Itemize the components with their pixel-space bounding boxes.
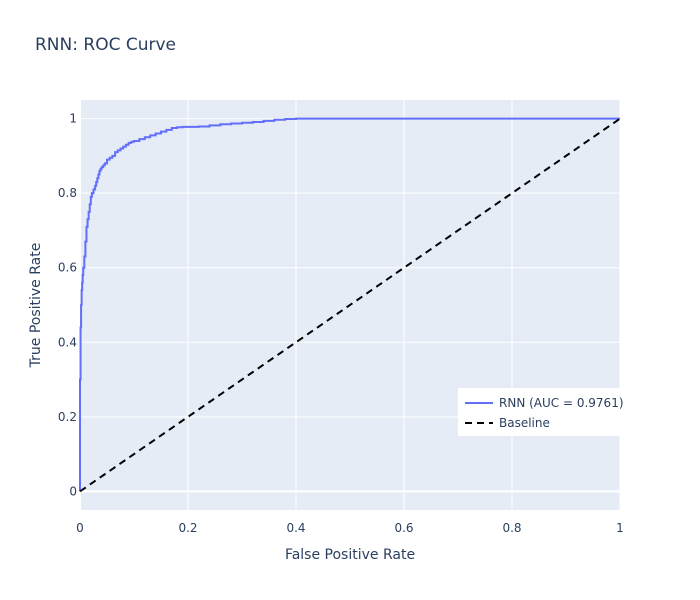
x-tick-label: 0	[76, 521, 84, 535]
y-tick-label: 0	[69, 484, 77, 498]
x-tick-label: 0.4	[286, 521, 305, 535]
y-tick-label: 0.2	[58, 410, 77, 424]
series-lines	[79, 117, 621, 493]
y-tick-label: 0.6	[58, 261, 77, 275]
grid-lines	[79, 100, 621, 510]
x-tick-label: 1	[616, 521, 624, 535]
tick-labels: 0 0.2 0.4 0.6 0.8 1 0 0.2 0.4 0.6 0.8 1	[58, 112, 624, 535]
baseline-line	[79, 117, 621, 493]
legend-background	[458, 388, 621, 436]
y-tick-label: 1	[69, 112, 77, 126]
x-tick-label: 0.8	[502, 521, 521, 535]
y-tick-label: 0.4	[58, 335, 77, 349]
legend-item-label[interactable]: Baseline	[499, 416, 550, 430]
x-axis-title: False Positive Rate	[285, 547, 415, 563]
chart-title: RNN: ROC Curve	[35, 35, 176, 55]
legend-item-label[interactable]: RNN (AUC = 0.9761)	[499, 396, 624, 410]
rnn-roc-line	[79, 117, 620, 492]
x-tick-label: 0.6	[394, 521, 413, 535]
x-tick-label: 0.2	[178, 521, 197, 535]
legend[interactable]: RNN (AUC = 0.9761) Baseline	[458, 388, 624, 436]
y-tick-label: 0.8	[58, 186, 77, 200]
y-axis-title: True Positive Rate	[28, 243, 44, 369]
